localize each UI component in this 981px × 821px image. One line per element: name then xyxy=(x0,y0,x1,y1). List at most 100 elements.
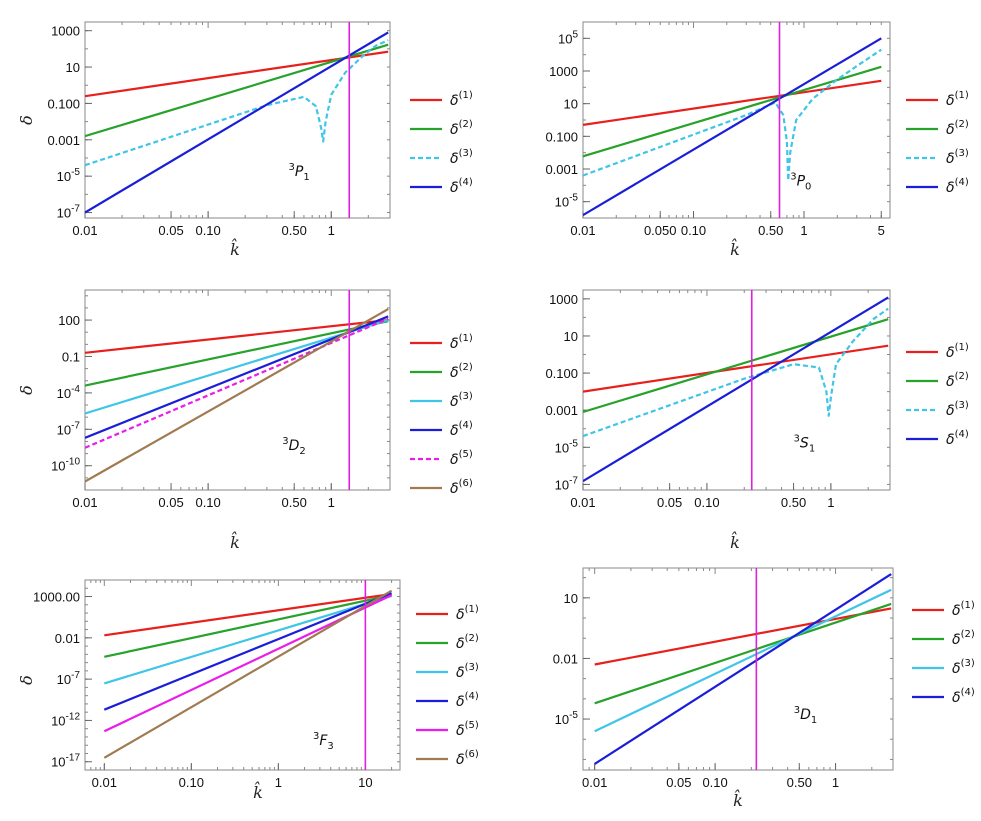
y-tick-label: 10-7 xyxy=(555,475,579,492)
y-tick-label: 0.01 xyxy=(553,651,578,666)
legend-label: δ(5) xyxy=(450,449,473,468)
y-tick-label: 10-5 xyxy=(57,167,81,184)
legend-entry-4: δ(4) xyxy=(410,177,473,196)
y-tick-label: 1000 xyxy=(549,292,578,307)
legend-entry-1: δ(1) xyxy=(906,342,969,361)
x-tick-label: 10 xyxy=(358,775,372,790)
series-line-2 xyxy=(85,320,389,387)
legend-label: δ(2) xyxy=(456,633,479,652)
legend-entry-3: δ(3) xyxy=(416,662,479,681)
x-tick-label: 0.01 xyxy=(92,775,117,790)
series-line-1 xyxy=(104,592,392,637)
legend-label: δ(1) xyxy=(450,90,473,109)
x-tick-label: 0.50 xyxy=(282,495,307,510)
legend-entry-2: δ(2) xyxy=(410,119,473,138)
legend-label: δ(2) xyxy=(450,362,473,381)
x-axis-label: k̂ xyxy=(253,782,263,802)
panel-middle-left: 0.01 0.05 0.10 0.50 1 10-10 10-7 10-4 0.1 100 3D2 k… xyxy=(17,289,473,552)
legend-entry-2: δ(2) xyxy=(906,371,969,390)
legend-label: δ(6) xyxy=(456,749,479,768)
series-line-3 xyxy=(85,39,389,167)
legend-label: δ(4) xyxy=(450,177,473,196)
legend-entry-2: δ(2) xyxy=(416,633,479,652)
legend-entry-6: δ(6) xyxy=(416,749,479,768)
x-tick-label: 0.10 xyxy=(195,495,220,510)
y-tick-label: 1000.00 xyxy=(33,590,80,605)
y-tick-label: 0.01 xyxy=(55,631,80,646)
x-axis-label: k̂ xyxy=(230,239,240,259)
legend-label: δ(4) xyxy=(946,429,969,448)
x-tick-label: 0.01 xyxy=(570,495,595,510)
x-tick-label: 0.10 xyxy=(179,775,204,790)
x-tick-label: 0.050 xyxy=(644,223,677,238)
x-tick-label: 0.10 xyxy=(702,775,727,790)
plot-frame xyxy=(582,289,891,491)
legend-label: δ(1) xyxy=(456,604,479,623)
y-tick-label: 10-5 xyxy=(555,438,579,455)
legend-entry-1: δ(1) xyxy=(416,604,479,623)
x-tick-label: 1 xyxy=(832,775,839,790)
y-axis-label: δ xyxy=(17,385,36,395)
x-tick-label: 0.05 xyxy=(657,495,682,510)
legend-entry-2: δ(2) xyxy=(906,119,969,138)
legend-label: δ(2) xyxy=(946,371,969,390)
channel-label: 3F3 xyxy=(313,731,334,752)
series-line-2 xyxy=(583,65,882,158)
legend-entry-2: δ(2) xyxy=(912,629,975,648)
y-tick-label: 0.100 xyxy=(545,129,578,144)
y-tick-label: 10 xyxy=(564,97,578,112)
series-line-1 xyxy=(583,344,889,393)
legend-entry-1: δ(1) xyxy=(410,90,473,109)
x-axis-label: k̂ xyxy=(730,532,740,552)
legend-entry-4: δ(4) xyxy=(410,420,473,439)
y-tick-label: 1000 xyxy=(51,24,80,39)
y-tick-label: 0.001 xyxy=(545,162,578,177)
legend-entry-5: δ(5) xyxy=(416,720,479,739)
y-tick-label: 105 xyxy=(558,29,578,46)
panel-bottom-left: 0.01 0.10 1 10 10-17 10-12 10-7 0.01 1000.00 3F3 k… xyxy=(17,579,479,802)
y-tick-label: 0.001 xyxy=(47,133,80,148)
channel-label: 3D1 xyxy=(794,705,818,726)
series-line-1 xyxy=(85,319,389,354)
x-tick-label: 1 xyxy=(275,775,282,790)
x-tick-label: 1 xyxy=(328,223,335,238)
legend-label: δ(3) xyxy=(952,658,975,677)
legend-entry-4: δ(4) xyxy=(416,691,479,710)
plot-frame xyxy=(582,567,894,771)
y-tick-label: 10-7 xyxy=(57,670,81,687)
y-tick-label: 0.1 xyxy=(62,349,80,364)
legend-label: δ(1) xyxy=(952,600,975,619)
legend-entry-4: δ(4) xyxy=(912,687,975,706)
plot-frame xyxy=(84,579,401,771)
series-line-6 xyxy=(85,308,389,483)
legend-label: δ(2) xyxy=(952,629,975,648)
x-axis-label: k̂ xyxy=(730,239,740,259)
panel-bottom-right: 0.01 0.05 0.10 0.50 1 10-5 0.01 10 3D1 k̂ δ(1) δ(2)… xyxy=(553,567,975,810)
y-tick-label: 10-10 xyxy=(51,457,80,474)
y-tick-label: 10-12 xyxy=(51,711,80,728)
x-tick-label: 0.10 xyxy=(681,223,706,238)
series-line-3 xyxy=(583,48,882,182)
legend-label: δ(6) xyxy=(450,478,473,497)
legend-entry-3: δ(3) xyxy=(410,148,473,167)
y-tick-label: 0.001 xyxy=(545,403,578,418)
y-tick-label: 10-17 xyxy=(51,753,80,770)
channel-label: 3P0 xyxy=(790,171,811,192)
series-line-4 xyxy=(594,573,892,765)
legend-label: δ(1) xyxy=(450,333,473,352)
series-line-3 xyxy=(103,594,392,685)
x-axis-label: k̂ xyxy=(733,790,743,810)
panel-top-right: 0.01 0.050 0.10 0.50 1 5 10-5 0.001 0.100 10 1000 1… xyxy=(545,21,969,259)
legend-label: δ(3) xyxy=(450,391,473,410)
legend-label: δ(3) xyxy=(456,662,479,681)
plot-frame xyxy=(84,21,391,219)
legend-label: δ(4) xyxy=(952,687,975,706)
legend-label: δ(4) xyxy=(946,177,969,196)
x-tick-label: 0.50 xyxy=(787,775,812,790)
x-tick-label: 0.01 xyxy=(570,223,595,238)
legend-entry-4: δ(4) xyxy=(906,177,969,196)
legend-label: δ(1) xyxy=(946,90,969,109)
x-tick-label: 0.10 xyxy=(694,495,719,510)
x-tick-label: 0.10 xyxy=(195,223,220,238)
y-tick-label: 10 xyxy=(564,591,578,606)
